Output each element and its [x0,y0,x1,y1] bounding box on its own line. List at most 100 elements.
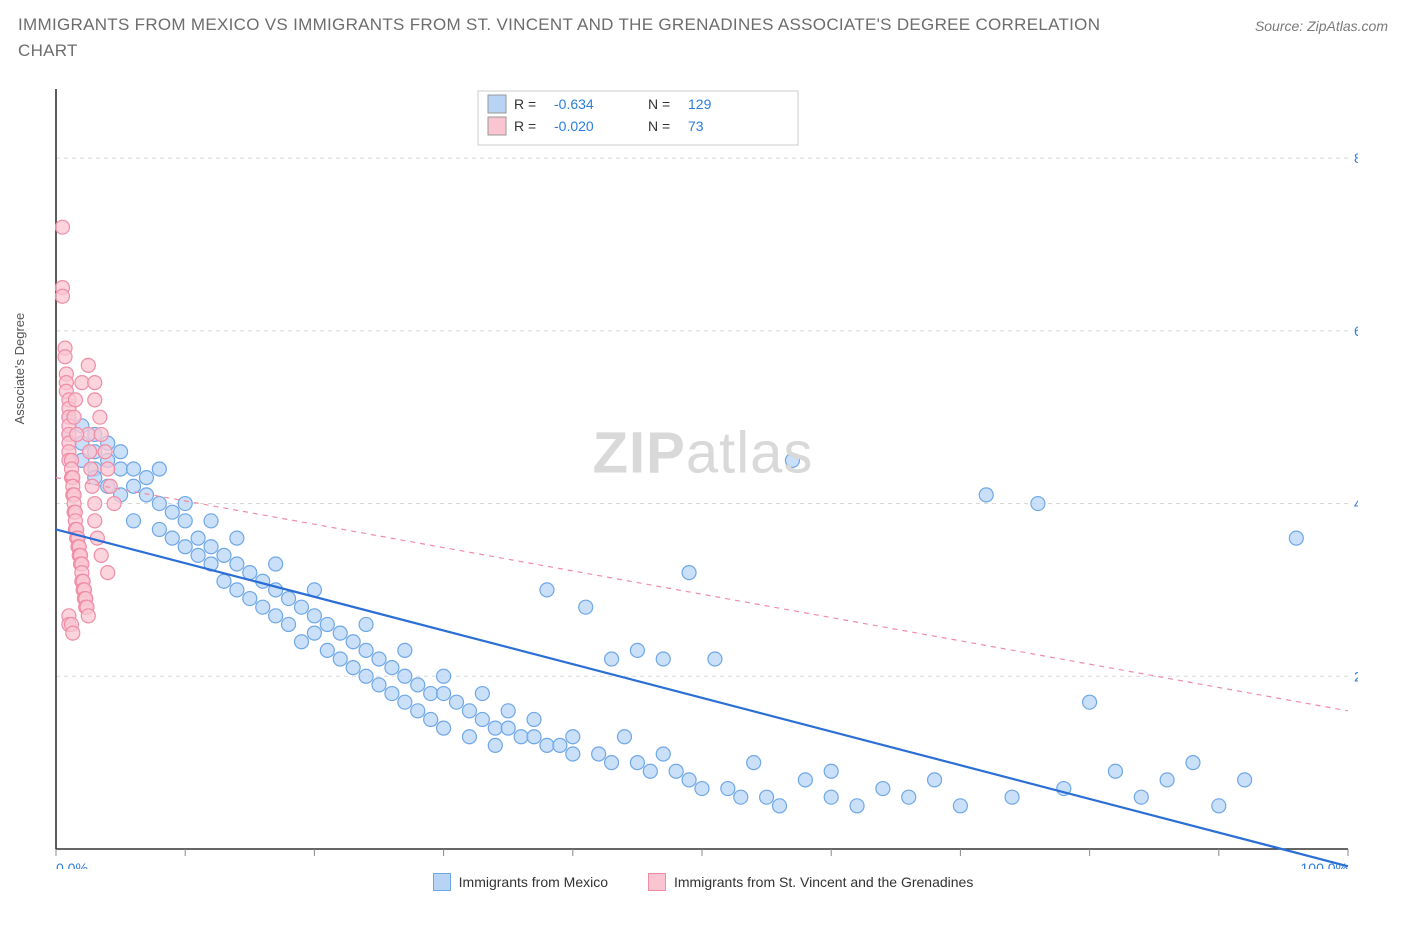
data-point [437,669,451,683]
data-point [294,635,308,649]
data-point [269,609,283,623]
data-point [488,738,502,752]
data-point [682,566,696,580]
data-point [88,497,102,511]
data-point [114,462,128,476]
data-point [55,289,69,303]
data-point [85,479,99,493]
legend-swatch [648,873,666,891]
data-point [114,445,128,459]
data-point [81,358,95,372]
data-point [540,738,554,752]
data-point [230,557,244,571]
data-point [734,790,748,804]
data-point [88,393,102,407]
source-label: Source: ZipAtlas.com [1255,18,1388,34]
data-point [98,445,112,459]
y-tick-label: 40.0% [1354,496,1358,512]
data-point [488,721,502,735]
data-point [191,531,205,545]
data-point [721,782,735,796]
data-point [424,712,438,726]
data-point [1238,773,1252,787]
data-point [850,799,864,813]
data-point [1212,799,1226,813]
data-point [359,643,373,657]
data-point [1160,773,1174,787]
data-point [307,609,321,623]
data-point [152,522,166,536]
legend-r-value: -0.634 [554,96,594,112]
data-point [501,721,515,735]
legend-item: Immigrants from Mexico [433,873,608,891]
data-point [1031,497,1045,511]
data-point [1186,756,1200,770]
data-point [385,687,399,701]
data-point [88,376,102,390]
legend-item: Immigrants from St. Vincent and the Gren… [648,873,973,891]
data-point [101,462,115,476]
legend-n-label: N = [648,118,670,134]
data-point [630,643,644,657]
data-point [75,376,89,390]
data-point [81,609,95,623]
data-point [107,497,121,511]
data-point [398,643,412,657]
data-point [708,652,722,666]
data-point [824,790,838,804]
data-point [243,566,257,580]
y-tick-label: 20.0% [1354,668,1358,684]
data-point [630,756,644,770]
data-point [876,782,890,796]
legend-swatch [488,95,506,113]
data-point [398,669,412,683]
stats-legend: R =-0.634N =129R =-0.020N =73 [478,91,798,145]
data-point [66,626,80,640]
data-point [178,497,192,511]
data-point [256,600,270,614]
data-point [669,764,683,778]
data-point [605,652,619,666]
legend-n-label: N = [648,96,670,112]
data-point [501,704,515,718]
data-point [1108,764,1122,778]
y-axis-label: Associate's Degree [12,313,27,425]
data-point [656,747,670,761]
data-point [695,782,709,796]
data-point [83,445,97,459]
data-point [217,548,231,562]
data-point [424,687,438,701]
data-point [760,790,774,804]
data-point [592,747,606,761]
data-point [462,704,476,718]
data-point [307,626,321,640]
legend-r-label: R = [514,96,536,112]
data-point [230,583,244,597]
data-point [230,531,244,545]
data-point [282,617,296,631]
scatter-chart: 20.0%40.0%60.0%80.0%0.0%100.0%R =-0.634N… [18,69,1358,869]
data-point [94,548,108,562]
data-point [294,600,308,614]
data-point [527,712,541,726]
data-point [84,462,98,476]
data-point [566,730,580,744]
data-point [475,712,489,726]
data-point [747,756,761,770]
data-point [152,497,166,511]
data-point [320,643,334,657]
data-point [398,695,412,709]
data-point [928,773,942,787]
legend-r-label: R = [514,118,536,134]
data-point [953,799,967,813]
data-point [346,661,360,675]
data-point [127,462,141,476]
data-point [217,574,231,588]
data-point [773,799,787,813]
data-point [656,652,670,666]
y-tick-label: 60.0% [1354,323,1358,339]
legend-n-value: 129 [688,96,712,112]
data-point [527,730,541,744]
data-point [902,790,916,804]
data-point [70,427,84,441]
